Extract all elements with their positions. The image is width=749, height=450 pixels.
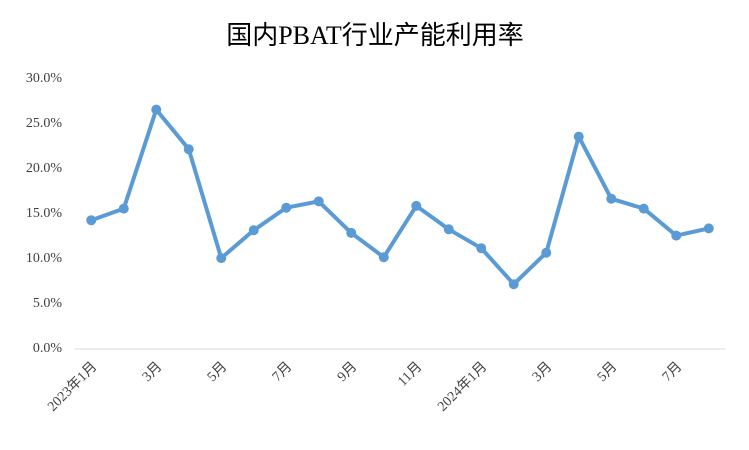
point (411, 200, 422, 211)
point (606, 193, 617, 204)
point (671, 230, 682, 241)
point (378, 252, 389, 263)
point (508, 279, 519, 290)
x-tick-label: 3月 (139, 359, 165, 385)
point (638, 203, 649, 214)
point (216, 253, 227, 264)
x-tick-label: 3月 (529, 359, 555, 385)
x-tick-label: 5月 (594, 359, 620, 385)
point (248, 225, 259, 236)
y-tick-label: 30.0% (26, 71, 63, 86)
y-tick-label: 0.0% (33, 341, 63, 356)
series-line (90, 107, 710, 287)
point (281, 202, 292, 213)
y-tick-label: 15.0% (26, 206, 63, 221)
y-tick-label: 10.0% (26, 251, 63, 266)
point (476, 243, 487, 254)
x-tick-label: 9月 (334, 359, 360, 385)
point (703, 223, 714, 234)
point (541, 247, 552, 258)
point (118, 203, 129, 214)
x-tick-label: 2024年1月 (434, 359, 490, 415)
point (86, 215, 97, 226)
point (346, 227, 357, 238)
x-tick-label: 2023年1月 (44, 359, 100, 415)
y-tick-label: 25.0% (26, 116, 63, 131)
point (443, 224, 454, 235)
x-tick-label: 7月 (269, 359, 295, 385)
point (573, 131, 584, 142)
point (183, 144, 194, 155)
x-tick-label: 5月 (204, 359, 230, 385)
x-tick-label: 7月 (659, 359, 685, 385)
point (151, 104, 162, 115)
y-tick-label: 20.0% (26, 161, 63, 176)
chart-title: 国内PBAT行业产能利用率 (226, 21, 524, 50)
point (313, 196, 324, 207)
x-tick-label: 11月 (395, 359, 426, 390)
y-tick-label: 5.0% (33, 296, 63, 311)
